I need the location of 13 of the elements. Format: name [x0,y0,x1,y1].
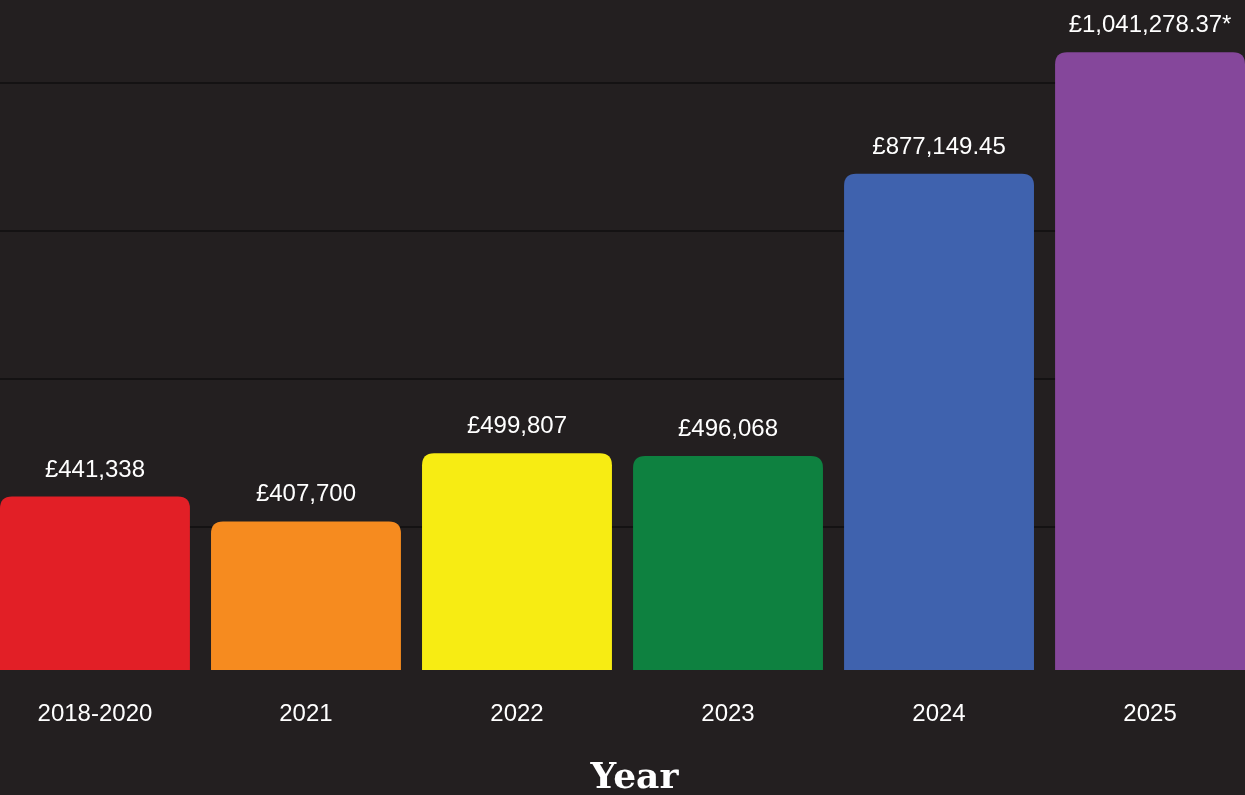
x-tick-label: 2023 [701,699,755,726]
data-label: £441,338 [44,454,146,482]
data-label: £877,149.45 [872,131,1006,159]
x-tick-label: 2018-2020 [37,699,153,726]
x-tick-label: 2021 [279,699,333,726]
x-tick-label: 2025 [1123,699,1177,726]
x-tick-label: 2022 [490,699,544,726]
x-axis-title: Year [589,754,680,795]
data-label: £499,807 [466,411,568,439]
data-label: £1,041,278.37* [1068,10,1232,38]
data-label: £496,068 [677,413,779,441]
data-label: £407,700 [255,479,357,507]
x-tick-label: 2024 [912,699,966,726]
